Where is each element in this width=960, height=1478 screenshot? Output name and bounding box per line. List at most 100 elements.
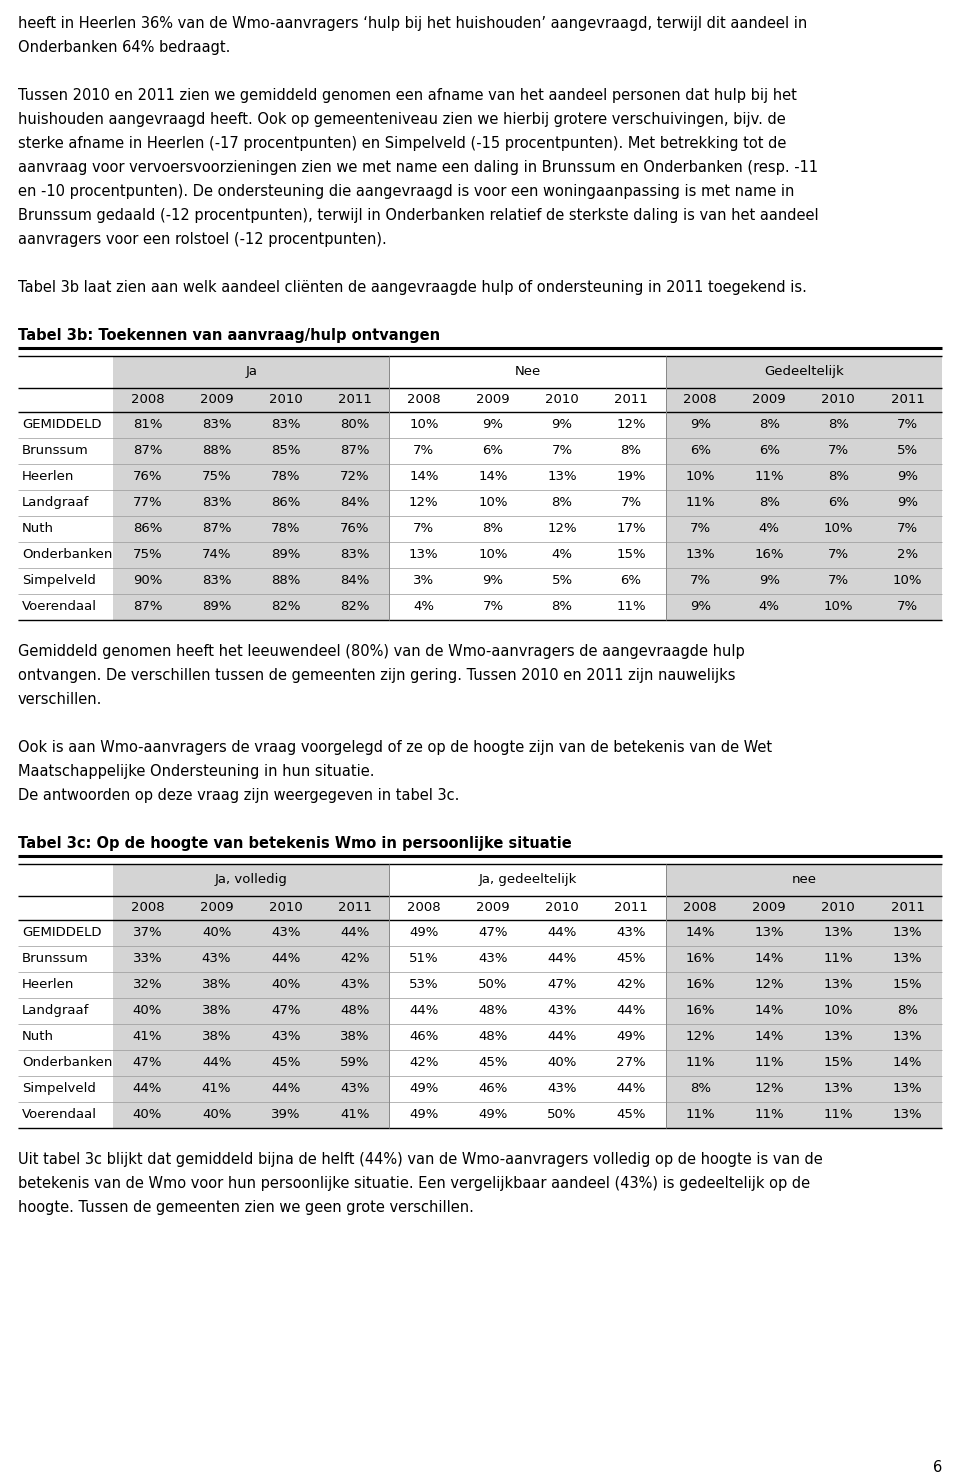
- Text: 8%: 8%: [758, 497, 780, 508]
- Text: Tabel 3b laat zien aan welk aandeel cliënten de aangevraagde hulp of ondersteuni: Tabel 3b laat zien aan welk aandeel clië…: [18, 279, 806, 296]
- Text: 7%: 7%: [828, 573, 849, 587]
- Text: 51%: 51%: [409, 952, 439, 965]
- Text: 10%: 10%: [824, 522, 853, 535]
- Text: 38%: 38%: [202, 978, 231, 992]
- Text: 75%: 75%: [132, 548, 162, 562]
- Text: 86%: 86%: [271, 497, 300, 508]
- Text: 6%: 6%: [689, 443, 710, 457]
- Text: GEMIDDELD: GEMIDDELD: [22, 418, 102, 432]
- Text: 7%: 7%: [620, 497, 641, 508]
- Bar: [18, 464, 113, 491]
- Text: 7%: 7%: [551, 443, 572, 457]
- Text: 2011: 2011: [891, 393, 924, 406]
- Text: 59%: 59%: [340, 1055, 370, 1069]
- Text: 2010: 2010: [269, 393, 302, 406]
- Text: 8%: 8%: [620, 443, 641, 457]
- Text: 41%: 41%: [132, 1030, 162, 1043]
- Text: 2011: 2011: [338, 393, 372, 406]
- Bar: [113, 919, 390, 946]
- Text: 53%: 53%: [409, 978, 439, 992]
- Text: 15%: 15%: [616, 548, 646, 562]
- Text: De antwoorden op deze vraag zijn weergegeven in tabel 3c.: De antwoorden op deze vraag zijn weergeg…: [18, 788, 460, 803]
- Text: Tabel 3c: Op de hoogte van betekenis Wmo in persoonlijke situatie: Tabel 3c: Op de hoogte van betekenis Wmo…: [18, 837, 572, 851]
- Text: 48%: 48%: [478, 1030, 508, 1043]
- Text: 2009: 2009: [753, 902, 786, 913]
- Text: 5%: 5%: [897, 443, 918, 457]
- Text: GEMIDDELD: GEMIDDELD: [22, 927, 102, 939]
- Bar: [18, 865, 113, 896]
- Text: 6%: 6%: [620, 573, 641, 587]
- Text: 8%: 8%: [828, 418, 849, 432]
- Text: 47%: 47%: [271, 1004, 300, 1017]
- Bar: [390, 356, 665, 389]
- Text: 44%: 44%: [547, 1030, 577, 1043]
- Text: 49%: 49%: [409, 1082, 439, 1095]
- Bar: [390, 946, 665, 973]
- Text: 47%: 47%: [547, 978, 577, 992]
- Text: 82%: 82%: [271, 600, 300, 613]
- Text: 4%: 4%: [414, 600, 434, 613]
- Text: 11%: 11%: [824, 952, 853, 965]
- Text: 87%: 87%: [202, 522, 231, 535]
- Text: 8%: 8%: [897, 1004, 918, 1017]
- Text: 7%: 7%: [482, 600, 504, 613]
- Text: 41%: 41%: [340, 1108, 370, 1120]
- Bar: [18, 516, 113, 542]
- Text: 12%: 12%: [409, 497, 439, 508]
- Text: 44%: 44%: [340, 927, 370, 939]
- Bar: [113, 865, 390, 896]
- Bar: [113, 491, 390, 516]
- Text: 2010: 2010: [545, 902, 579, 913]
- Text: 27%: 27%: [616, 1055, 646, 1069]
- Text: Ja, volledig: Ja, volledig: [215, 873, 288, 887]
- Text: Voerendaal: Voerendaal: [22, 600, 97, 613]
- Bar: [18, 594, 113, 619]
- Bar: [113, 998, 390, 1024]
- Text: 41%: 41%: [202, 1082, 231, 1095]
- Text: 83%: 83%: [271, 418, 300, 432]
- Text: 43%: 43%: [547, 1004, 577, 1017]
- Text: 2008: 2008: [407, 393, 441, 406]
- Text: 87%: 87%: [132, 600, 162, 613]
- Text: en -10 procentpunten). De ondersteuning die aangevraagd is voor een woningaanpas: en -10 procentpunten). De ondersteuning …: [18, 183, 794, 200]
- Text: 12%: 12%: [547, 522, 577, 535]
- Text: Heerlen: Heerlen: [22, 978, 74, 992]
- Text: 19%: 19%: [616, 470, 646, 483]
- Text: 14%: 14%: [755, 1004, 784, 1017]
- Bar: [390, 542, 665, 568]
- Bar: [18, 946, 113, 973]
- Bar: [390, 896, 665, 919]
- Bar: [18, 542, 113, 568]
- Text: 80%: 80%: [340, 418, 370, 432]
- Text: 44%: 44%: [202, 1055, 231, 1069]
- Text: sterke afname in Heerlen (-17 procentpunten) en Simpelveld (-15 procentpunten). : sterke afname in Heerlen (-17 procentpun…: [18, 136, 786, 151]
- Text: 43%: 43%: [547, 1082, 577, 1095]
- Text: 50%: 50%: [478, 978, 508, 992]
- Text: Nee: Nee: [515, 365, 540, 378]
- Bar: [390, 919, 665, 946]
- Text: 89%: 89%: [271, 548, 300, 562]
- Text: 15%: 15%: [824, 1055, 853, 1069]
- Text: 38%: 38%: [202, 1004, 231, 1017]
- Text: 9%: 9%: [689, 418, 710, 432]
- Text: 87%: 87%: [132, 443, 162, 457]
- Text: 7%: 7%: [897, 600, 918, 613]
- Text: 82%: 82%: [340, 600, 370, 613]
- Text: Onderbanken: Onderbanken: [22, 1055, 112, 1069]
- Text: 44%: 44%: [616, 1082, 646, 1095]
- Text: 40%: 40%: [132, 1108, 162, 1120]
- Text: 86%: 86%: [132, 522, 162, 535]
- Text: 14%: 14%: [893, 1055, 923, 1069]
- Text: 10%: 10%: [409, 418, 439, 432]
- Text: 44%: 44%: [271, 952, 300, 965]
- Text: Landgraaf: Landgraaf: [22, 1004, 89, 1017]
- Text: 7%: 7%: [414, 522, 435, 535]
- Text: 8%: 8%: [758, 418, 780, 432]
- Text: 40%: 40%: [202, 927, 231, 939]
- Text: 43%: 43%: [340, 978, 370, 992]
- Text: 16%: 16%: [685, 978, 715, 992]
- Text: 11%: 11%: [685, 1108, 715, 1120]
- Text: 7%: 7%: [414, 443, 435, 457]
- Text: Brunssum gedaald (-12 procentpunten), terwijl in Onderbanken relatief de sterkst: Brunssum gedaald (-12 procentpunten), te…: [18, 208, 819, 223]
- Text: 45%: 45%: [616, 952, 646, 965]
